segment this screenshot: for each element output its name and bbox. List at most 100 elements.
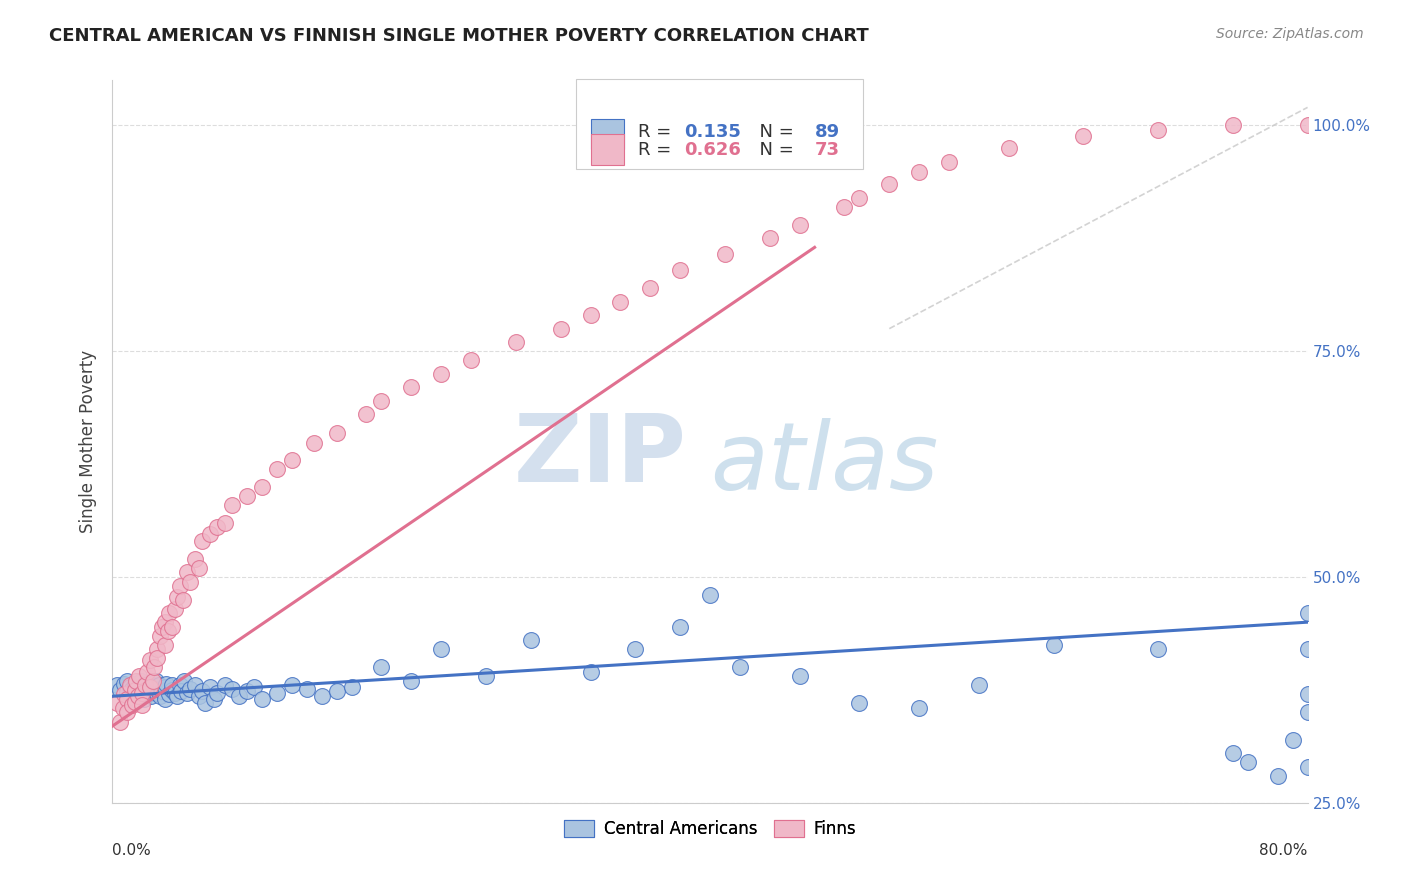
- Point: [1147, 642, 1170, 657]
- Point: [142, 673, 165, 688]
- Point: [401, 673, 423, 688]
- Point: [149, 690, 172, 704]
- Point: [145, 673, 167, 688]
- Point: [153, 680, 176, 694]
- Point: [520, 633, 543, 648]
- Point: [1296, 687, 1319, 701]
- Point: [834, 200, 856, 214]
- Point: [938, 154, 960, 169]
- Text: 89: 89: [815, 123, 841, 141]
- Point: [669, 620, 692, 634]
- Point: [166, 690, 188, 704]
- Point: [138, 678, 160, 692]
- Point: [325, 425, 347, 440]
- Text: 0.135: 0.135: [683, 123, 741, 141]
- Point: [156, 624, 179, 639]
- Point: [170, 683, 193, 698]
- Point: [550, 321, 572, 335]
- Point: [121, 681, 143, 696]
- Point: [114, 676, 135, 690]
- Point: [146, 685, 169, 699]
- Point: [162, 620, 183, 634]
- Point: [1281, 732, 1303, 747]
- Point: [143, 683, 166, 698]
- Point: [311, 690, 333, 704]
- Point: [149, 629, 172, 643]
- Text: 0.626: 0.626: [683, 141, 741, 159]
- Point: [250, 692, 273, 706]
- Point: [157, 687, 180, 701]
- Point: [908, 701, 931, 715]
- Point: [124, 687, 146, 701]
- Text: N =: N =: [748, 123, 800, 141]
- Bar: [576, 78, 863, 169]
- Point: [475, 669, 498, 683]
- Point: [1296, 642, 1319, 657]
- Point: [108, 682, 131, 697]
- Point: [401, 380, 423, 394]
- Point: [150, 620, 173, 634]
- Point: [131, 698, 153, 713]
- Point: [789, 669, 811, 683]
- Point: [124, 682, 146, 697]
- Point: [460, 353, 482, 368]
- Point: [134, 687, 156, 701]
- Point: [165, 601, 187, 615]
- Point: [146, 642, 169, 657]
- Point: [1296, 760, 1319, 774]
- Point: [153, 638, 176, 652]
- Point: [624, 642, 647, 657]
- Point: [356, 408, 378, 422]
- Point: [153, 692, 176, 706]
- Point: [214, 516, 236, 530]
- Point: [124, 695, 146, 709]
- Point: [669, 263, 692, 277]
- Text: 80.0%: 80.0%: [1260, 843, 1308, 857]
- Point: [1147, 123, 1170, 137]
- Point: [127, 690, 149, 704]
- Point: [111, 701, 134, 715]
- Point: [998, 141, 1021, 155]
- Point: [127, 690, 149, 704]
- Point: [157, 606, 180, 620]
- Text: N =: N =: [748, 141, 800, 159]
- Text: R =: R =: [638, 141, 678, 159]
- Point: [105, 697, 128, 711]
- Point: [135, 665, 157, 679]
- Point: [243, 680, 266, 694]
- Text: 0.0%: 0.0%: [112, 843, 152, 857]
- Point: [728, 660, 751, 674]
- Point: [848, 697, 870, 711]
- Point: [134, 678, 156, 692]
- Legend: Central Americans, Finns: Central Americans, Finns: [557, 814, 863, 845]
- Point: [139, 681, 162, 696]
- Point: [205, 520, 228, 534]
- Point: [135, 682, 157, 697]
- Point: [120, 680, 142, 694]
- Point: [134, 676, 156, 690]
- Point: [1296, 706, 1319, 720]
- Point: [121, 698, 143, 713]
- Point: [155, 676, 177, 690]
- Point: [214, 678, 236, 692]
- Point: [125, 673, 148, 688]
- Point: [205, 685, 228, 699]
- Point: [165, 685, 187, 699]
- Point: [789, 218, 811, 232]
- Point: [579, 665, 602, 679]
- Point: [699, 588, 721, 602]
- Point: [117, 673, 139, 688]
- Point: [128, 678, 150, 692]
- Point: [169, 579, 191, 593]
- Point: [191, 683, 214, 698]
- Point: [1267, 769, 1289, 783]
- Point: [198, 526, 221, 541]
- Point: [236, 489, 259, 503]
- Point: [908, 165, 931, 179]
- Point: [124, 676, 146, 690]
- Bar: [591, 119, 624, 149]
- Point: [128, 669, 150, 683]
- Point: [183, 552, 205, 566]
- Point: [221, 681, 243, 696]
- Point: [1222, 746, 1244, 760]
